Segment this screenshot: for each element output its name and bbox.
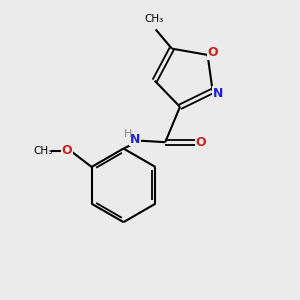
Text: H: H [124,129,132,139]
Text: N: N [213,87,223,100]
Text: N: N [130,133,140,146]
Text: O: O [208,46,218,59]
Text: CH₃: CH₃ [33,146,53,156]
Text: O: O [61,144,72,157]
Text: CH₃: CH₃ [145,14,164,24]
Text: O: O [196,136,206,149]
